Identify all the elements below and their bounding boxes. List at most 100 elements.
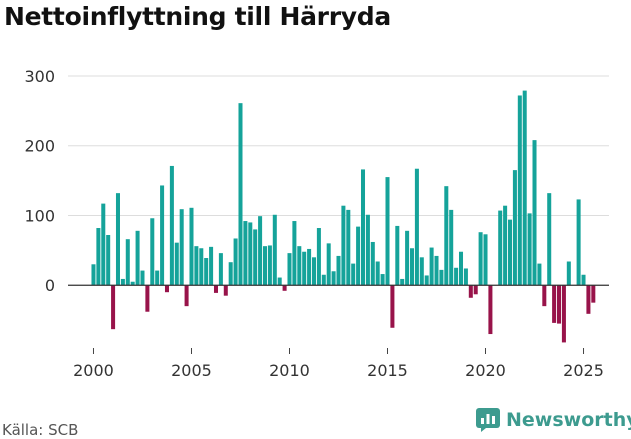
bar — [272, 214, 277, 286]
bar — [101, 203, 106, 286]
bar — [473, 285, 478, 295]
y-tick-label-200: 200 — [24, 137, 55, 156]
bar — [503, 205, 508, 286]
bar — [321, 274, 326, 286]
bar — [135, 230, 140, 286]
bar — [282, 285, 287, 291]
bar — [150, 218, 155, 286]
bar — [356, 226, 361, 286]
bar — [140, 270, 145, 286]
x-axis-ticks: 2000 2005 2010 2015 2020 2025 — [73, 348, 604, 380]
bar — [561, 285, 566, 343]
gridlines — [68, 75, 609, 216]
chart-title: Nettoinflyttning till Härryda — [4, 2, 391, 31]
bar — [184, 285, 189, 307]
bar — [390, 285, 395, 328]
bar — [547, 193, 552, 286]
bar — [174, 242, 179, 286]
bar — [277, 277, 282, 286]
bar — [233, 238, 238, 286]
bar-series — [91, 90, 596, 343]
bar — [341, 205, 346, 286]
bar — [145, 285, 150, 312]
bar — [483, 234, 488, 286]
bar — [591, 285, 596, 303]
bar — [468, 285, 473, 298]
bar — [297, 246, 302, 286]
bar — [405, 230, 410, 286]
bar — [120, 278, 125, 286]
bar — [375, 261, 380, 286]
bar — [307, 248, 312, 286]
bar — [419, 257, 424, 286]
bar — [164, 285, 169, 293]
y-tick-label-0: 0 — [45, 276, 55, 295]
bar — [527, 213, 532, 286]
bar — [512, 170, 517, 286]
bar — [223, 285, 228, 296]
bar — [199, 248, 204, 286]
y-tick-label-300: 300 — [24, 67, 55, 86]
bar — [488, 285, 493, 335]
source-label: Källa: SCB — [2, 421, 79, 439]
bar — [458, 251, 464, 286]
bar — [253, 229, 258, 286]
x-tick-label-2000: 2000 — [73, 361, 114, 380]
bar — [537, 263, 542, 286]
bar — [258, 216, 263, 286]
bar — [508, 219, 513, 286]
x-tick-label-2020: 2020 — [465, 361, 506, 380]
bar — [213, 285, 219, 293]
bar — [292, 221, 297, 286]
bar — [130, 281, 135, 286]
bar — [316, 228, 321, 286]
bar — [204, 258, 209, 286]
bar — [243, 221, 248, 286]
bar — [302, 251, 307, 286]
bar — [267, 245, 272, 286]
bar — [160, 185, 165, 286]
bar — [287, 253, 292, 286]
bar — [439, 269, 444, 286]
bar — [155, 270, 160, 286]
bar — [449, 209, 454, 286]
bar — [444, 186, 449, 286]
bar — [331, 271, 336, 286]
bar — [218, 253, 223, 286]
bar — [351, 263, 356, 286]
y-axis-ticks: 0 100 200 300 — [24, 67, 55, 295]
brand-name: Newsworthy — [506, 409, 631, 431]
bar — [517, 95, 522, 286]
bar — [179, 209, 184, 286]
bar — [106, 234, 111, 286]
bar — [532, 140, 537, 286]
bar — [248, 222, 253, 286]
bar — [365, 214, 370, 286]
bar — [228, 262, 233, 286]
bar — [478, 232, 483, 286]
bar — [96, 228, 101, 286]
bar — [454, 267, 459, 286]
bar — [189, 207, 194, 286]
bar — [429, 247, 434, 286]
brand-logo[interactable]: Newsworthy — [476, 408, 631, 432]
bar — [385, 177, 390, 286]
bar — [238, 103, 243, 286]
bar — [380, 274, 385, 286]
x-tick-label-2025: 2025 — [563, 361, 604, 380]
bar — [169, 165, 174, 286]
y-tick-label-100: 100 — [24, 206, 55, 225]
bar — [311, 257, 317, 286]
newsworthy-logo-icon — [476, 408, 500, 432]
bar — [209, 246, 214, 286]
bar — [522, 90, 527, 286]
bar — [336, 255, 341, 286]
bar — [125, 239, 130, 286]
bar — [552, 285, 557, 323]
bar — [360, 169, 366, 286]
bar — [581, 274, 586, 286]
bar — [262, 246, 268, 286]
bar — [346, 209, 351, 286]
bar — [566, 261, 571, 286]
